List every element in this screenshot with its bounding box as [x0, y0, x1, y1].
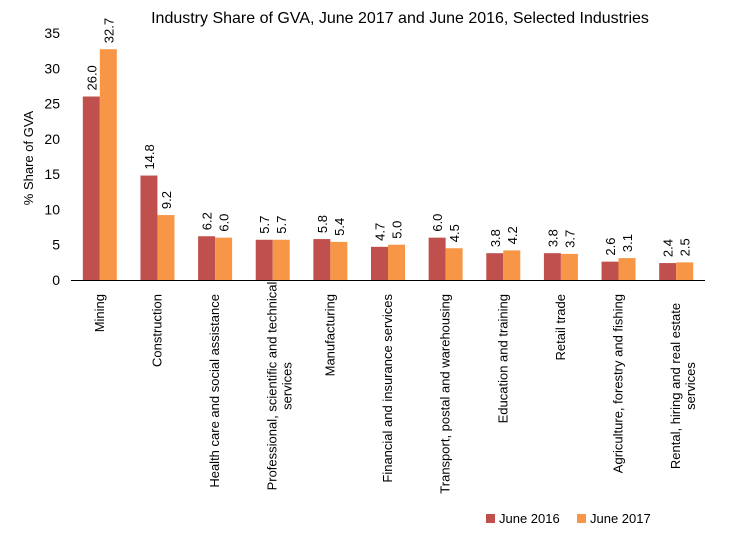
data-label: 3.1: [620, 234, 635, 252]
bar-june-2017: [272, 239, 290, 280]
data-label: 6.2: [200, 212, 215, 230]
data-label: 26.0: [84, 65, 99, 90]
legend-swatch: [486, 514, 495, 523]
data-label: 2.5: [678, 238, 693, 256]
data-label: 5.4: [332, 218, 347, 236]
y-tick-label: 15: [44, 166, 60, 182]
bar-june-2017: [330, 241, 348, 280]
category-label: Agriculture, forestry and fishing: [611, 294, 626, 473]
data-label: 5.8: [315, 215, 330, 233]
bar-june-2017: [445, 248, 463, 280]
bar-june-2017: [157, 215, 175, 280]
data-label: 5.7: [257, 216, 272, 234]
y-tick-label: 5: [52, 237, 60, 253]
data-label: 4.2: [505, 226, 520, 244]
bar-june-2016: [371, 246, 388, 280]
y-tick-label: 20: [44, 131, 60, 147]
category-label: Education and training: [495, 294, 510, 423]
data-label: 5.7: [274, 216, 289, 234]
bar-june-2016: [428, 237, 446, 280]
y-tick-label: 10: [44, 201, 60, 217]
category-label: services: [280, 362, 295, 410]
bar-june-2016: [601, 261, 619, 280]
bar-june-2017: [676, 262, 694, 280]
bar-june-2017: [560, 253, 578, 280]
y-tick-label: 35: [44, 25, 60, 41]
bar-june-2016: [486, 253, 504, 280]
bar-june-2017: [215, 237, 233, 280]
legend: June 2016 June 2017: [486, 511, 651, 526]
chart-title: Industry Share of GVA, June 2017 and Jun…: [151, 10, 649, 27]
bars: [82, 49, 694, 280]
y-axis-label: % Share of GVA: [21, 110, 36, 205]
legend-swatch: [577, 514, 586, 523]
bar-june-2017: [618, 258, 636, 280]
category-label: Rental, hiring and real estate: [668, 303, 683, 469]
y-tick-label: 25: [44, 96, 60, 112]
category-label: services: [683, 362, 698, 410]
category-label: Manufacturing: [322, 294, 337, 376]
bar-june-2016: [543, 253, 561, 280]
category-label: Transport, postal and warehousing: [438, 294, 453, 494]
bar-june-2017: [503, 250, 521, 280]
data-label: 2.4: [661, 239, 676, 257]
data-label: 3.7: [562, 230, 577, 248]
bar-june-2017: [99, 49, 117, 280]
category-label: Construction: [149, 294, 164, 367]
y-tick-label: 30: [44, 60, 60, 76]
category-labels: Mining Construction Health care and social…: [92, 281, 698, 493]
axes: 0 5 10 15 20 25 30 35: [44, 25, 705, 288]
legend-label: June 2016: [499, 511, 560, 526]
y-tick-label: 0: [52, 272, 60, 288]
bar-june-2017: [388, 244, 405, 280]
legend-label: June 2017: [590, 511, 651, 526]
data-label: 3.8: [545, 229, 560, 247]
bar-june-2016: [82, 96, 100, 280]
data-label: 5.0: [390, 221, 405, 239]
data-label: 32.7: [101, 18, 116, 43]
category-label: Retail trade: [553, 294, 568, 360]
category-label: Mining: [92, 294, 107, 332]
bar-june-2016: [659, 263, 677, 280]
category-label: Professional, scientific and technical: [265, 281, 280, 490]
category-label: Financial and insurance services: [380, 294, 395, 483]
bar-june-2016: [313, 239, 331, 280]
category-label: Health care and social assistance: [207, 294, 222, 488]
bar-june-2016: [198, 236, 216, 280]
data-label: 4.7: [373, 223, 388, 241]
data-label: 6.0: [217, 214, 232, 232]
data-label: 4.5: [447, 224, 462, 242]
data-label: 2.6: [603, 238, 618, 256]
data-labels: 26.032.714.89.26.2 6.0 5.7 5.7 5.8 5.4 4.7 5.0 6…: [84, 18, 692, 257]
data-label: 9.2: [159, 191, 174, 209]
bar-june-2016: [255, 239, 273, 280]
data-label: 14.8: [142, 144, 157, 169]
bar-june-2016: [140, 175, 158, 280]
data-label: 3.8: [488, 229, 503, 247]
data-label: 6.0: [430, 214, 445, 232]
